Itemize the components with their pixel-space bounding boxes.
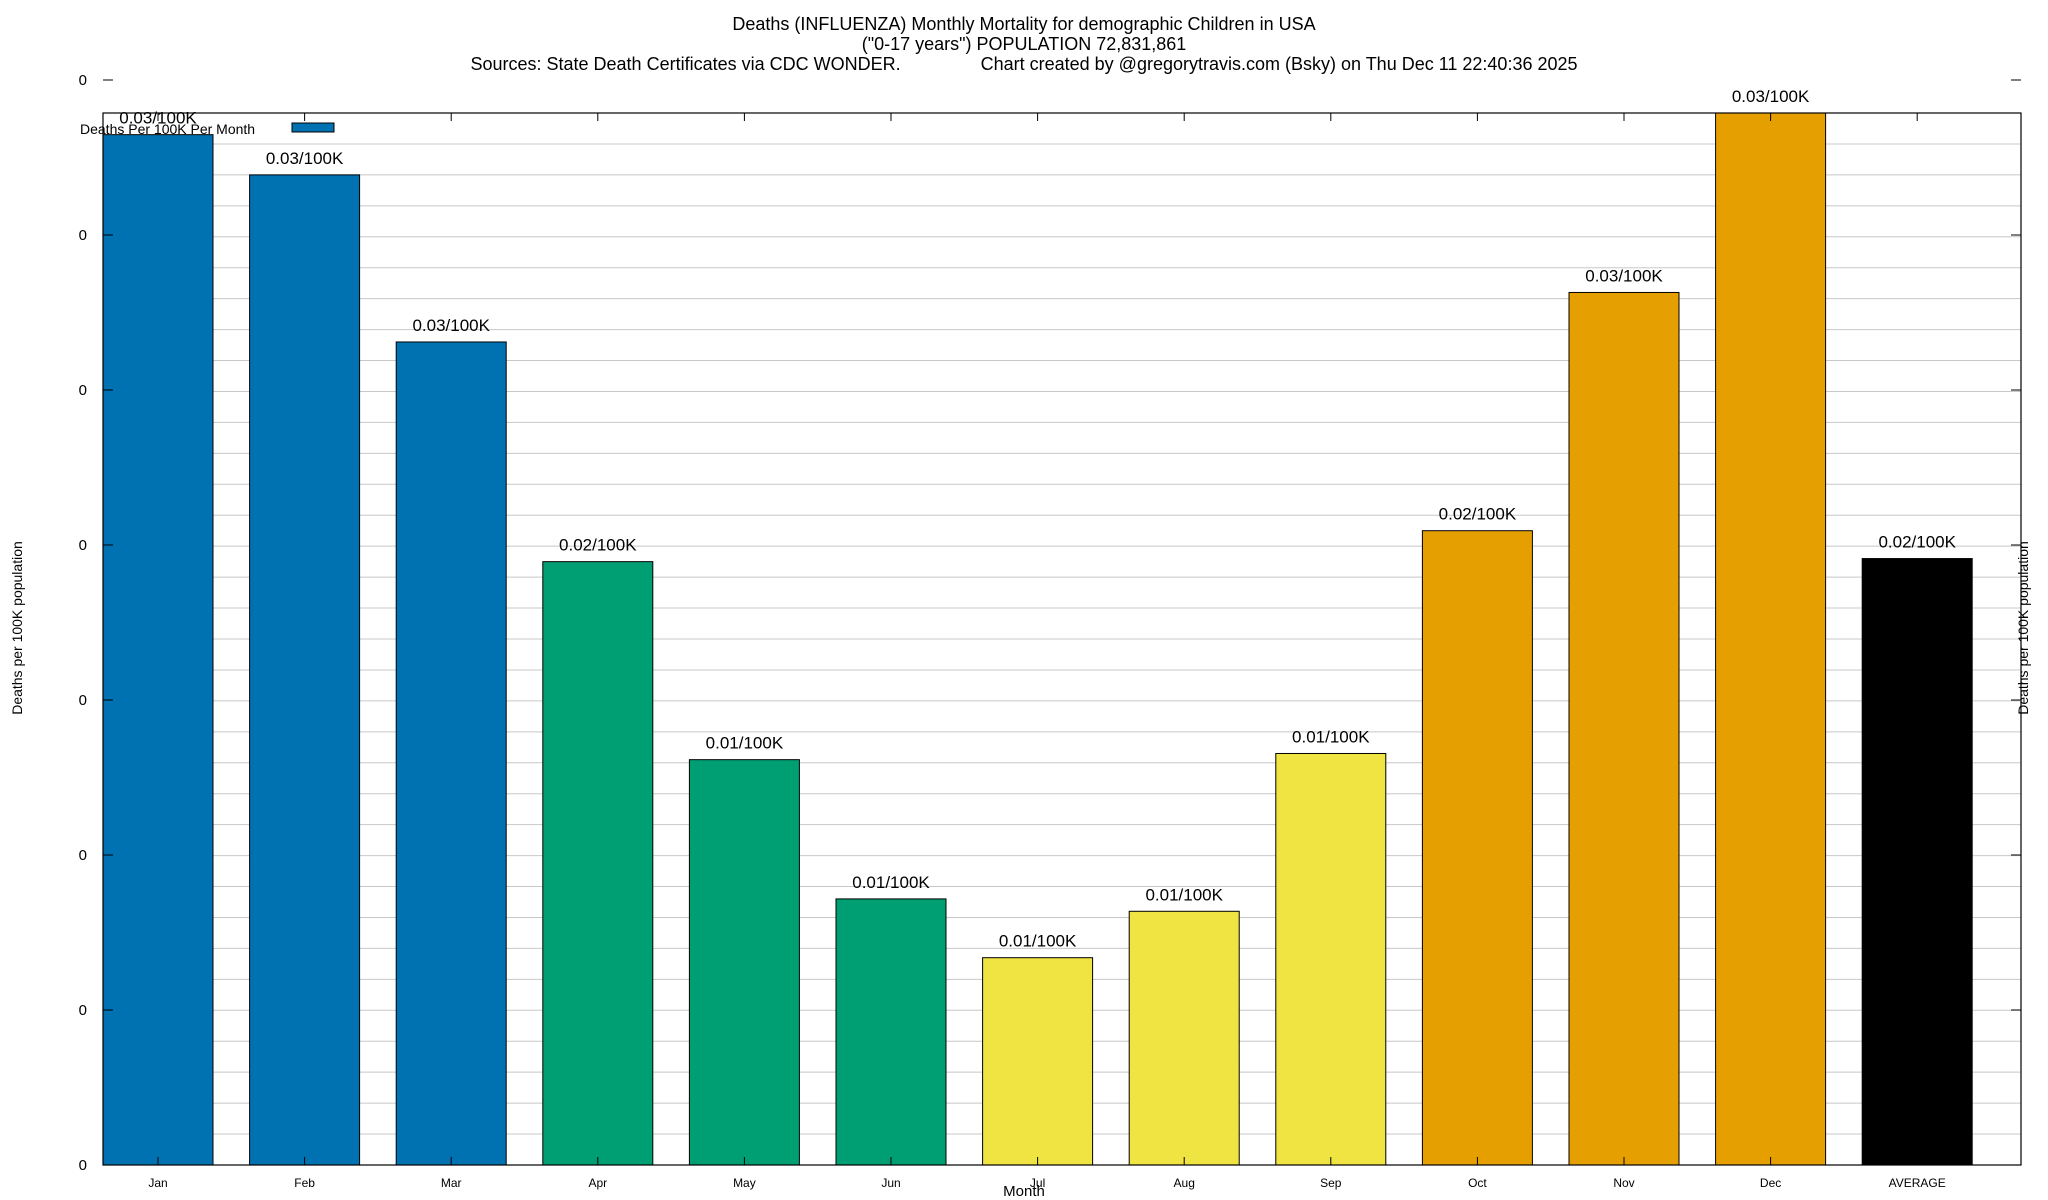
bar-average xyxy=(1861,558,1973,1166)
data-label: 0.03/100K xyxy=(1732,87,1810,106)
y-tick-label: 0 xyxy=(79,1002,87,1019)
bar-jul xyxy=(982,957,1094,1166)
labels: 0 0 0 0 0 0 0 0 Jan 0.03/100K Feb 0.03/100K Mar 0.03/… xyxy=(79,72,1957,1190)
bar-jun xyxy=(835,898,947,1166)
x-tick-label: Dec xyxy=(1760,1176,1781,1190)
bar-oct xyxy=(1421,530,1533,1166)
data-label: 0.01/100K xyxy=(999,932,1077,951)
x-tick-label: Jul xyxy=(1030,1176,1045,1190)
bar-mar xyxy=(395,341,507,1166)
y-tick-label: 0 xyxy=(79,227,87,244)
bar-may xyxy=(688,759,800,1166)
chart-title: Deaths (INFLUENZA) Monthly Mortality for… xyxy=(732,14,1316,34)
plot-frame xyxy=(102,79,2022,1166)
bars xyxy=(102,112,1973,1166)
x-tick-label: Jan xyxy=(148,1176,167,1190)
x-tick-label: Nov xyxy=(1613,1176,1634,1190)
legend: Deaths Per 100K Per Month xyxy=(80,121,335,137)
x-tick-label: Jun xyxy=(881,1176,900,1190)
data-label: 0.02/100K xyxy=(559,536,637,555)
bar-apr xyxy=(542,561,654,1166)
bar-dec xyxy=(1715,112,1827,1166)
data-label: 0.03/100K xyxy=(1585,266,1663,285)
data-label: 0.02/100K xyxy=(1439,505,1517,524)
data-label: 0.02/100K xyxy=(1878,533,1956,552)
x-tick-label: Apr xyxy=(588,1176,607,1190)
data-label: 0.03/100K xyxy=(412,316,490,335)
x-tick-label: Oct xyxy=(1468,1176,1487,1190)
bar-sep xyxy=(1275,752,1387,1166)
y-tick-label: 0 xyxy=(79,847,87,864)
data-label: 0.01/100K xyxy=(1145,885,1223,904)
y-tick-label: 0 xyxy=(79,537,87,554)
data-label: 0.01/100K xyxy=(852,873,930,892)
bar-feb xyxy=(249,174,361,1166)
x-tick-label: May xyxy=(733,1176,756,1190)
plot-border xyxy=(102,112,2022,1166)
data-label: 0.03/100K xyxy=(266,149,344,168)
x-axis-label: Month xyxy=(1003,1183,1045,1200)
x-tick-label: Feb xyxy=(294,1176,315,1190)
x-tick-label: Mar xyxy=(441,1176,462,1190)
y-axis-label-right: Deaths per 100K population xyxy=(2015,541,2031,715)
x-tick-label: Sep xyxy=(1320,1176,1342,1190)
chart-source-line: Sources: State Death Certificates via CD… xyxy=(470,54,1578,74)
chart-subtitle: ("0-17 years") POPULATION 72,831,861 xyxy=(861,34,1187,54)
legend-swatch xyxy=(291,122,335,133)
y-tick-label: 0 xyxy=(79,72,87,89)
bar-nov xyxy=(1568,291,1680,1166)
data-label: 0.03/100K xyxy=(119,109,197,128)
y-tick-label: 0 xyxy=(79,1157,87,1174)
y-tick-label: 0 xyxy=(79,692,87,709)
x-tick-label: Aug xyxy=(1174,1176,1195,1190)
y-tick-label: 0 xyxy=(79,382,87,399)
data-label: 0.01/100K xyxy=(706,734,784,753)
legend-label: Deaths Per 100K Per Month xyxy=(80,121,255,137)
bar-aug xyxy=(1128,910,1240,1166)
y-axis-label-left: Deaths per 100K population xyxy=(9,541,25,715)
bar-jan xyxy=(102,134,214,1166)
x-tick-label: AVERAGE xyxy=(1889,1176,1946,1190)
data-label: 0.01/100K xyxy=(1292,727,1370,746)
